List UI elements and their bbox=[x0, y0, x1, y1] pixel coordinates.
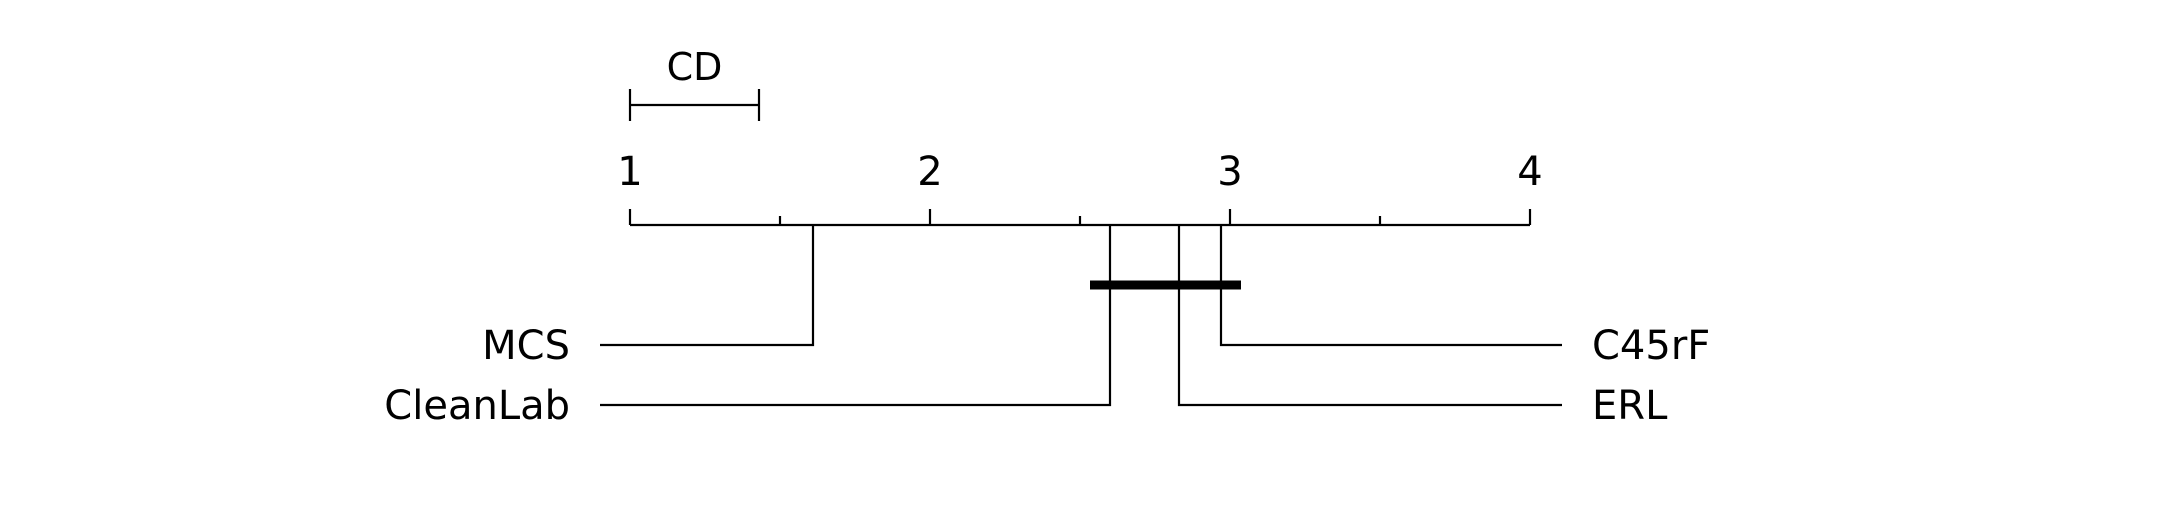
axis-tick-label: 1 bbox=[617, 149, 642, 195]
axis-tick-label: 3 bbox=[1217, 149, 1242, 195]
method-label: C45rF bbox=[1592, 323, 1710, 369]
cd-label: CD bbox=[667, 45, 723, 89]
method-label: CleanLab bbox=[384, 383, 570, 429]
cd-indicator: CD bbox=[628, 45, 761, 121]
method-line bbox=[600, 225, 1112, 407]
rank-axis: 1 2 3 4 bbox=[617, 149, 1543, 227]
method-line bbox=[600, 225, 815, 347]
method-line bbox=[1177, 225, 1562, 407]
method-label: ERL bbox=[1592, 383, 1668, 429]
method-label: MCS bbox=[482, 323, 570, 369]
axis-tick-label: 2 bbox=[917, 149, 942, 195]
method-line bbox=[1219, 225, 1562, 347]
axis-tick-label: 4 bbox=[1517, 149, 1542, 195]
method-lines: MCS CleanLab C45rF ERL bbox=[384, 225, 1710, 429]
